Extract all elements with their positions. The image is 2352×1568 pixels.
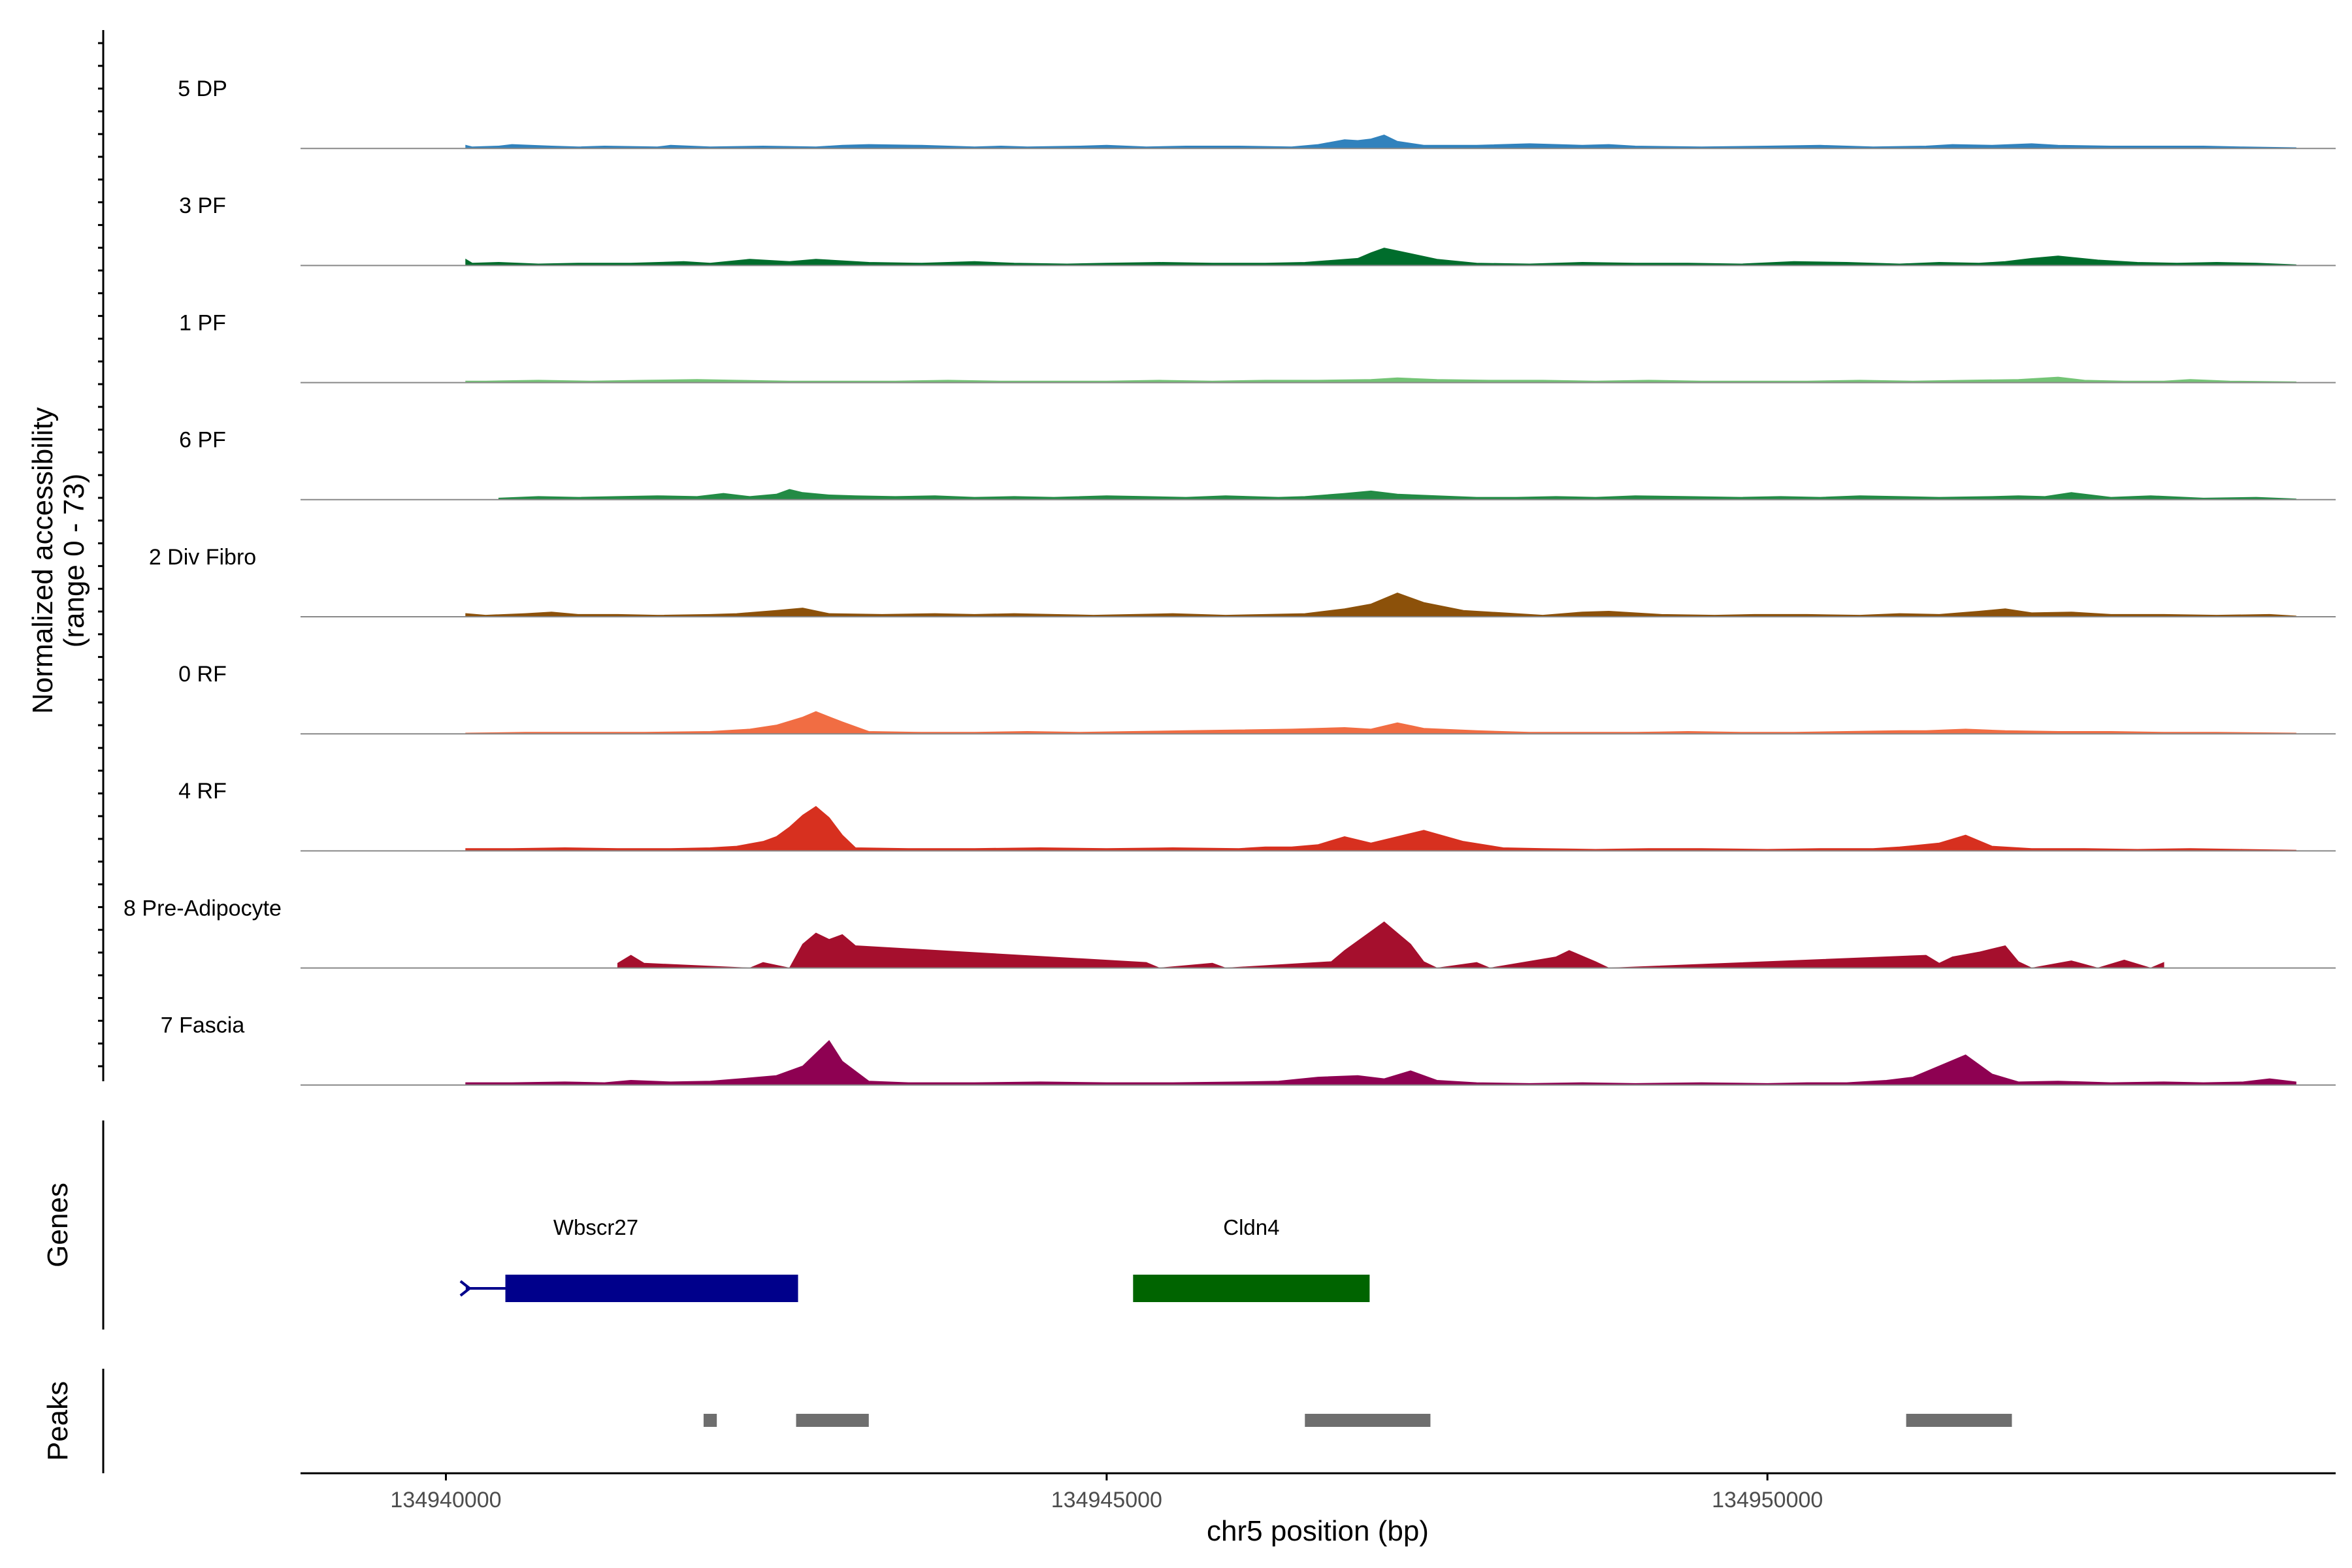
track-area-3-pf [465,248,2296,266]
track-4-rf: 4 RF [178,779,2336,852]
track-label-8-pre-adipocyte: 8 Pre-Adipocyte [123,896,282,921]
track-label-1-pf: 1 PF [179,310,226,335]
track-2-div-fibro: 2 Div Fibro [149,545,2336,617]
gene-label-cldn4: Cldn4 [1223,1215,1279,1239]
track-label-2-div-fibro: 2 Div Fibro [149,545,256,570]
gene-exon-wbscr27 [505,1275,796,1302]
peak-bar [1305,1414,1431,1427]
track-label-6-pf: 6 PF [179,428,226,453]
gene-exon-cldn4 [1133,1275,1370,1302]
track-5-dp: 5 DP [178,76,2336,150]
track-8-pre-adipocyte: 8 Pre-Adipocyte [123,896,2336,969]
track-label-5-dp: 5 DP [178,76,227,101]
peak-bar [796,1414,869,1427]
track-area-7-fascia [465,1039,2296,1086]
genes-panel-title: Genes [42,1183,74,1267]
track-label-4-rf: 4 RF [178,779,227,804]
coverage-y-axis-ticks [98,42,103,1068]
x-tick-label: 134950000 [1712,1488,1823,1512]
track-7-fascia: 7 Fascia [161,1013,2336,1086]
peaks-panel-title: Peaks [42,1381,74,1461]
gene-wbscr27: Wbscr27 [459,1215,798,1302]
peak-bar [703,1414,717,1427]
track-area-6-pf [498,489,2296,500]
x-axis-title: chr5 position (bp) [1207,1515,1429,1547]
coverage-y-axis-title: Normalized accessibility [27,407,59,713]
track-area-1-pf [465,376,2296,384]
track-area-4-rf [465,806,2296,851]
track-6-pf: 6 PF [179,428,2336,500]
x-tick-label: 134945000 [1051,1488,1162,1512]
peak-regions [703,1414,2012,1427]
track-area-8-pre-adipocyte [617,921,2164,969]
gene-annotations: Wbscr27 Cldn4 [459,1215,1370,1302]
x-axis-ticks: 134940000 134945000 134950000 [390,1473,1823,1512]
track-3-pf: 3 PF [179,193,2336,267]
gene-cldn4: Cldn4 [1133,1215,1370,1302]
track-label-7-fascia: 7 Fascia [161,1013,245,1038]
coverage-y-axis-range: (range 0 - 73) [58,474,90,648]
track-label-0-rf: 0 RF [178,662,227,687]
track-0-rf: 0 RF [178,662,2336,735]
x-tick-label: 134940000 [390,1488,501,1512]
track-area-5-dp [465,134,2296,149]
peak-bar [1906,1414,2012,1427]
track-1-pf: 1 PF [179,310,2336,384]
coverage-tracks: 5 DP 3 PF 1 PF 6 PF 2 Div Fibro 0 RF 4 RF 8 Pre… [123,76,2336,1086]
track-area-0-rf [465,711,2296,734]
track-area-2-div-fibro [465,592,2296,617]
track-label-3-pf: 3 PF [179,193,226,218]
gene-strand-arrow-icon [459,1280,472,1297]
gene-label-wbscr27: Wbscr27 [553,1215,638,1239]
